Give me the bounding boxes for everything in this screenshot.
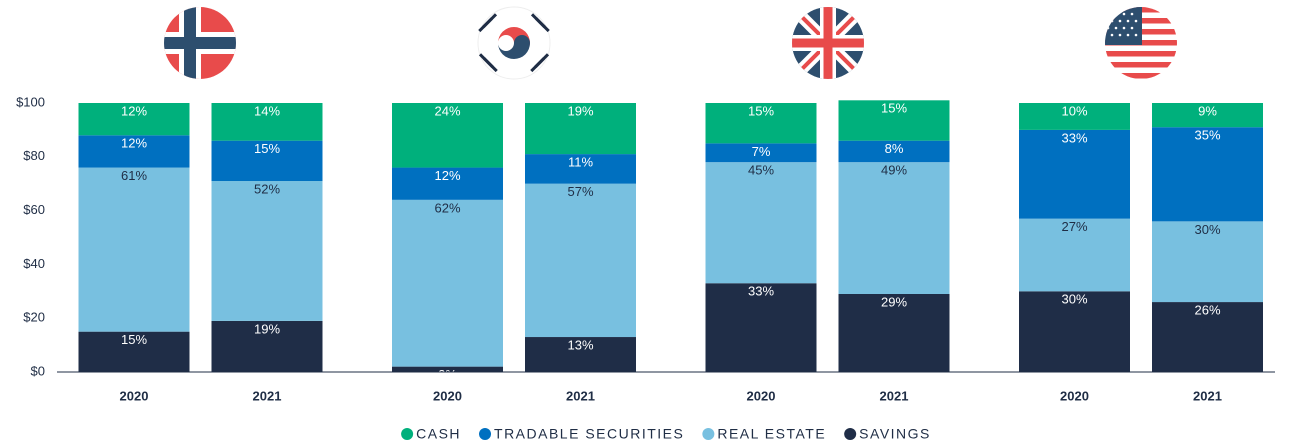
data-label: 9% <box>1198 103 1217 118</box>
data-label: 61% <box>121 168 147 183</box>
bar-segment <box>838 162 950 294</box>
bar-segment <box>838 140 950 163</box>
data-label: 30% <box>1061 292 1087 307</box>
data-label: 15% <box>254 141 280 156</box>
x-tick-label: 2020 <box>120 388 149 403</box>
y-tick-label: $80 <box>23 148 45 163</box>
data-label: 15% <box>121 332 147 347</box>
data-label: 15% <box>748 103 774 118</box>
bar-segment <box>525 154 636 184</box>
flag-korea <box>477 6 551 80</box>
data-label: 12% <box>121 103 147 118</box>
x-tick-label: 2021 <box>1193 388 1222 403</box>
bar-segment <box>211 181 323 321</box>
data-label: 35% <box>1194 128 1220 143</box>
data-label: 57% <box>567 184 593 199</box>
bar-segment <box>1152 127 1263 222</box>
legend-marker <box>479 428 492 440</box>
data-label: 12% <box>434 168 460 183</box>
bar-segment <box>838 293 950 372</box>
legend-marker <box>844 428 857 440</box>
x-tick-label: 2020 <box>1060 388 1089 403</box>
bar-segment <box>392 167 503 200</box>
flag-usa <box>1105 7 1177 79</box>
legend-label: CASH <box>416 426 461 442</box>
x-tick-label: 2020 <box>747 388 776 403</box>
data-label: 12% <box>121 136 147 151</box>
bar-segment <box>211 103 323 141</box>
y-tick-label: $20 <box>23 310 45 325</box>
x-tick-label: 2021 <box>253 388 282 403</box>
bar-segment <box>392 199 503 367</box>
y-tick-label: $40 <box>23 256 45 271</box>
bar-segment <box>1152 302 1263 372</box>
data-label: 19% <box>254 321 280 336</box>
bar-segment <box>1019 291 1130 372</box>
data-label: 24% <box>434 103 460 118</box>
bar-segment <box>1019 103 1130 130</box>
x-tick-label: 2020 <box>433 388 462 403</box>
data-label: 15% <box>881 101 907 116</box>
bar-segment <box>705 103 817 144</box>
data-label: 33% <box>1061 130 1087 145</box>
flag-uk <box>792 7 864 79</box>
data-label: 62% <box>434 200 460 215</box>
data-label: 45% <box>748 163 774 178</box>
data-label: 13% <box>567 337 593 352</box>
bar-segment <box>211 320 323 372</box>
data-label: 19% <box>567 103 593 118</box>
bar-segment <box>525 337 636 372</box>
legend-marker <box>401 428 414 440</box>
data-label: 49% <box>881 163 907 178</box>
data-label: 30% <box>1194 222 1220 237</box>
flag-norway <box>164 7 236 79</box>
x-tick-label: 2021 <box>880 388 909 403</box>
bar-segment <box>1152 221 1263 303</box>
x-tick-label: 2021 <box>566 388 595 403</box>
bar-segment <box>1152 103 1263 128</box>
bar-segment <box>525 183 636 338</box>
bar-segment <box>78 331 190 372</box>
y-tick-label: $60 <box>23 202 45 217</box>
data-label: 11% <box>568 155 593 170</box>
bar-segment <box>705 143 817 163</box>
data-label: 52% <box>254 181 280 196</box>
data-label: 14% <box>254 103 280 118</box>
y-tick-label: $100 <box>16 94 45 109</box>
bar-segment <box>838 100 950 141</box>
data-label: 26% <box>1194 302 1220 317</box>
legend: CASH TRADABLE SECURITIES REAL ESTATE SAVING… <box>401 426 931 442</box>
bar-segment <box>392 103 503 168</box>
data-label: 2% <box>438 367 457 382</box>
data-label: 29% <box>881 294 907 309</box>
legend-label: SAVINGS <box>859 426 931 442</box>
data-label: 8% <box>885 141 904 156</box>
bar-segment <box>705 162 817 284</box>
legend-label: REAL ESTATE <box>717 426 826 442</box>
data-label: 27% <box>1061 219 1087 234</box>
legend-label: TRADABLE SECURITIES <box>494 426 684 442</box>
y-tick-label: $0 <box>31 363 45 378</box>
bar-segment <box>211 140 323 182</box>
data-label: 7% <box>752 144 771 159</box>
bar-segment <box>392 366 503 372</box>
data-label: 33% <box>748 284 774 299</box>
bar-segment <box>1019 129 1130 219</box>
bar-segment <box>78 103 190 136</box>
legend-marker <box>702 428 715 440</box>
bar-segment <box>525 103 636 155</box>
bar-segment <box>705 283 817 372</box>
bar-segment <box>1019 218 1130 292</box>
bar-segment <box>78 135 190 168</box>
bar-segment <box>78 167 190 332</box>
data-label: 10% <box>1061 103 1087 118</box>
